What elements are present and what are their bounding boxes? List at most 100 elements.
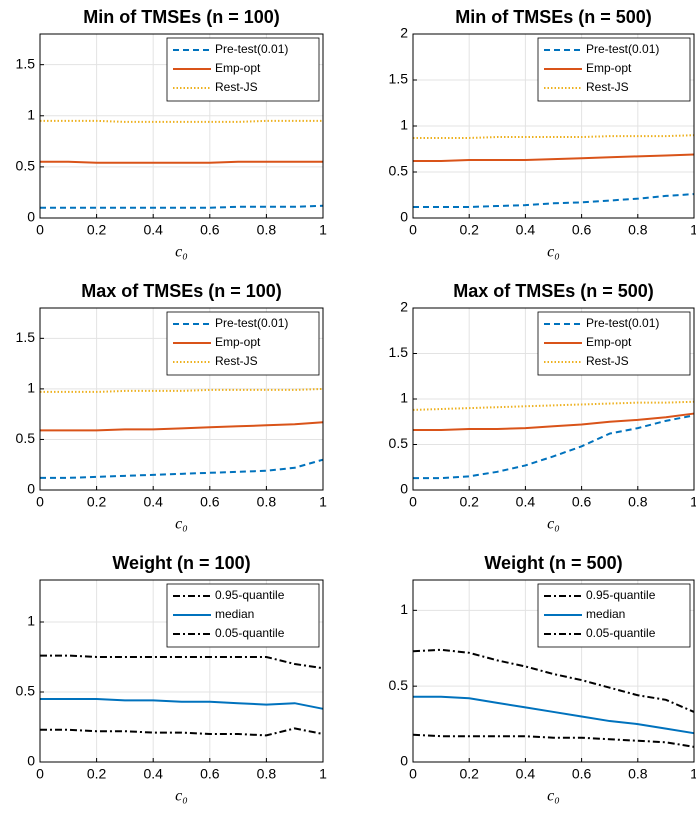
x-tick-label: 0.2 bbox=[459, 766, 479, 782]
legend-label: 0.05-quantile bbox=[215, 626, 285, 640]
x-tick-label: 0.2 bbox=[459, 494, 479, 510]
y-tick-label: 1.5 bbox=[389, 344, 409, 360]
y-tick-label: 1 bbox=[27, 106, 35, 122]
series-line bbox=[413, 414, 695, 480]
x-axis-label: c₀ bbox=[547, 788, 560, 805]
x-tick-label: 0 bbox=[36, 222, 44, 238]
series-line bbox=[40, 698, 324, 710]
x-axis-label: c₀ bbox=[547, 244, 560, 261]
x-tick-label: 1 bbox=[319, 766, 327, 782]
series-line bbox=[40, 119, 323, 123]
x-tick-label: 1 bbox=[319, 222, 327, 238]
legend-label: median bbox=[215, 607, 254, 621]
series-line bbox=[40, 387, 324, 393]
series-line bbox=[413, 153, 695, 162]
x-tick-label: 0.8 bbox=[257, 766, 277, 782]
series-line bbox=[413, 695, 695, 735]
chart-title: Weight (n = 500) bbox=[484, 553, 622, 573]
x-tick-label: 0.6 bbox=[572, 494, 592, 510]
series-line bbox=[40, 204, 324, 209]
x-tick-label: 0.6 bbox=[200, 494, 220, 510]
plot-frame bbox=[39, 579, 324, 763]
x-tick-label: 0.8 bbox=[257, 222, 277, 238]
y-tick-label: 2 bbox=[400, 25, 408, 41]
x-tick-label: 0.6 bbox=[200, 222, 220, 238]
legend-label: Rest-JS bbox=[215, 354, 258, 368]
x-tick-label: 0.6 bbox=[572, 766, 592, 782]
x-tick-label: 0 bbox=[36, 766, 44, 782]
plot-frame bbox=[412, 33, 695, 219]
chart-title: Max of TMSEs (n = 100) bbox=[81, 281, 282, 301]
x-tick-label: 0.4 bbox=[516, 494, 536, 510]
y-tick-label: 0 bbox=[27, 481, 35, 497]
y-tick-label: 2 bbox=[400, 299, 408, 315]
x-tick-label: 0 bbox=[409, 494, 417, 510]
series-line bbox=[412, 733, 695, 748]
y-tick-label: 0 bbox=[27, 753, 35, 769]
series-line bbox=[40, 458, 324, 479]
legend: Pre-test(0.01) Emp-opt Rest-JS bbox=[537, 37, 691, 102]
legend-label: median bbox=[586, 607, 625, 621]
y-tick-label: 1 bbox=[27, 380, 35, 396]
x-tick-label: 0.8 bbox=[628, 222, 648, 238]
x-tick-label: 1 bbox=[690, 222, 696, 238]
legend-label: Emp-opt bbox=[586, 61, 632, 75]
x-axis-label: c₀ bbox=[175, 244, 188, 261]
series-line bbox=[413, 412, 695, 431]
legend-label: Rest-JS bbox=[215, 80, 258, 94]
y-tick-label: 1.5 bbox=[16, 329, 36, 345]
x-tick-label: 0 bbox=[36, 494, 44, 510]
x-tick-label: 1 bbox=[690, 494, 696, 510]
x-tick-label: 0.4 bbox=[516, 222, 536, 238]
x-axis-label: c₀ bbox=[175, 516, 188, 533]
chart-title: Min of TMSEs (n = 100) bbox=[83, 7, 280, 27]
legend-label: Pre-test(0.01) bbox=[586, 316, 659, 330]
x-tick-label: 0.4 bbox=[143, 222, 163, 238]
y-tick-label: 1.5 bbox=[16, 55, 36, 71]
x-tick-label: 0.2 bbox=[459, 222, 479, 238]
legend-label: 0.95-quantile bbox=[215, 588, 285, 602]
legend-label: Emp-opt bbox=[215, 61, 261, 75]
x-tick-label: 1 bbox=[319, 494, 327, 510]
legend-label: 0.95-quantile bbox=[586, 588, 656, 602]
legend-label: Pre-test(0.01) bbox=[586, 42, 659, 56]
y-tick-label: 1 bbox=[400, 117, 408, 133]
series-line bbox=[40, 654, 324, 670]
series-line bbox=[413, 193, 695, 208]
series-line bbox=[40, 421, 324, 432]
series-line bbox=[412, 648, 695, 713]
y-tick-label: 0.5 bbox=[16, 683, 36, 699]
chart-title: Weight (n = 100) bbox=[112, 553, 250, 573]
x-tick-label: 0.8 bbox=[628, 494, 648, 510]
series-line bbox=[40, 727, 324, 737]
plot-frame bbox=[39, 307, 324, 491]
chart-title: Max of TMSEs (n = 500) bbox=[453, 281, 654, 301]
x-tick-label: 0.4 bbox=[143, 494, 163, 510]
chart-title: Min of TMSEs (n = 500) bbox=[455, 7, 652, 27]
legend-label: Rest-JS bbox=[586, 80, 629, 94]
legend: Pre-test(0.01) Emp-opt Rest-JS bbox=[537, 311, 691, 376]
y-tick-label: 0.5 bbox=[16, 158, 36, 174]
y-tick-label: 0.5 bbox=[389, 677, 409, 693]
series-line bbox=[413, 134, 695, 139]
legend-label: Emp-opt bbox=[586, 335, 632, 349]
legend-label: Rest-JS bbox=[586, 354, 629, 368]
y-tick-label: 1.5 bbox=[389, 71, 409, 87]
y-tick-label: 1 bbox=[27, 613, 35, 629]
y-tick-label: 0.5 bbox=[389, 435, 409, 451]
y-tick-label: 1 bbox=[400, 601, 408, 617]
x-tick-label: 0 bbox=[409, 222, 417, 238]
plot-frame bbox=[412, 307, 695, 491]
x-axis-label: c₀ bbox=[175, 788, 188, 805]
legend-label: Pre-test(0.01) bbox=[215, 316, 288, 330]
x-tick-label: 0.6 bbox=[572, 222, 592, 238]
x-tick-label: 0.6 bbox=[200, 766, 220, 782]
x-tick-label: 0.2 bbox=[87, 222, 107, 238]
plot-frame bbox=[412, 579, 695, 763]
x-tick-label: 0.4 bbox=[516, 766, 536, 782]
legend: Pre-test(0.01) Emp-opt Rest-JS bbox=[166, 311, 320, 376]
legend: Pre-test(0.01) Emp-opt Rest-JS bbox=[166, 37, 320, 102]
x-tick-label: 0.2 bbox=[87, 766, 107, 782]
